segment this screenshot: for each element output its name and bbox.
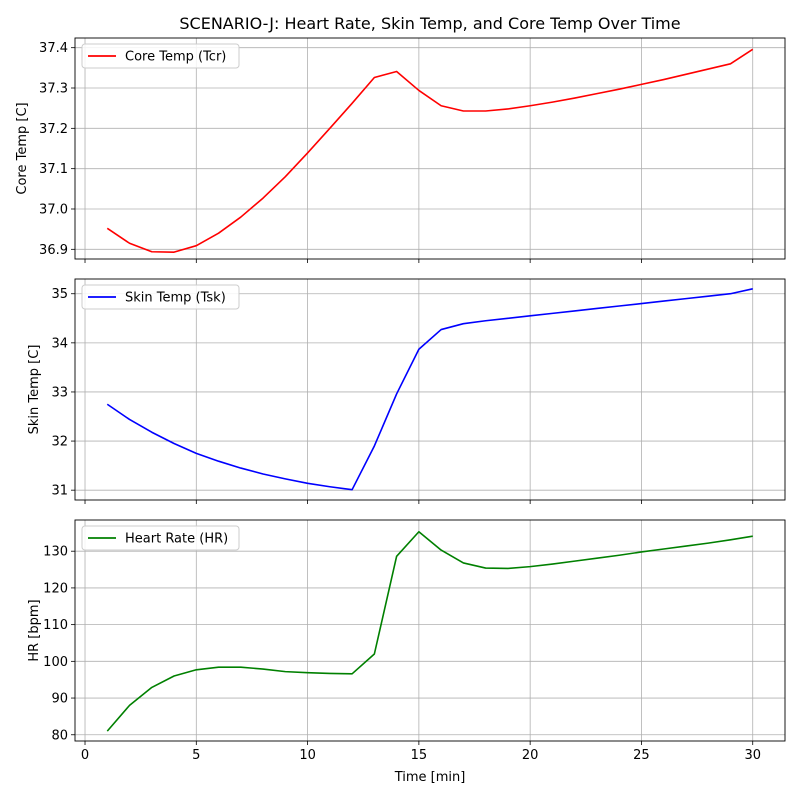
y-tick-label: 80 [51,728,68,743]
y-tick-label: 130 [43,545,68,560]
legend-box [81,43,240,69]
y-tick-label: 36.9 [39,243,68,258]
plot-frame [74,37,786,260]
x-tick-label: 30 [744,748,761,763]
panel-2: 31 32 33 34 35 Skin Temp [C] Skin Temp (Tsk) [27,278,786,504]
x-tick-label: 25 [633,748,650,763]
x-tick-label: 15 [411,748,428,763]
legend-label: Core Temp (Tcr) [125,50,226,65]
legend-label: Heart Rate (HR) [125,532,228,547]
y-tick-label: 34 [51,336,68,351]
legend-box [81,284,240,310]
panel-1: 36.9 37.0 37.1 37.2 37.3 37.4 Core Temp [C] Cor… [15,37,786,263]
y-tick-label: 120 [43,581,68,596]
x-axis-label: Time [min] [394,770,466,785]
y-axis-label: Core Temp [C] [15,102,30,194]
y-tick-label: 37.0 [39,202,68,217]
y-axis-label: Skin Temp [C] [27,345,42,435]
y-tick-label: 100 [43,655,68,670]
series-line [106,48,754,253]
y-tick-label: 37.3 [39,82,68,97]
series-line [106,530,753,732]
legend-box [81,525,240,551]
plot-frame [74,278,786,501]
y-tick-label: 110 [43,618,68,633]
legend-label: Skin Temp (Tsk) [125,291,226,306]
y-tick-label: 33 [51,385,68,400]
y-axis-label: HR [bpm] [27,599,42,661]
plot-frame [74,519,786,742]
chart-title: SCENARIO-J: Heart Rate, Skin Temp, and C… [179,14,680,33]
y-tick-label: 32 [51,435,68,450]
x-tick-label: 20 [522,748,539,763]
x-tick-label: 10 [299,748,316,763]
y-tick-label: 35 [51,287,68,302]
panels: 36.9 37.0 37.1 37.2 37.3 37.4 Core Temp [C] Cor… [15,37,786,763]
y-tick-label: 31 [51,484,68,499]
series-line [106,288,753,491]
y-tick-label: 90 [51,692,68,707]
x-tick-label: 5 [192,748,200,763]
y-tick-label: 37.1 [39,162,68,177]
panel-3: 0 5 10 15 20 25 30 80 90 100 110 120 130 HR [bpm] Hear… [27,519,786,763]
y-tick-label: 37.4 [39,41,68,56]
y-tick-label: 37.2 [39,122,68,137]
x-tick-label: 0 [81,748,89,763]
